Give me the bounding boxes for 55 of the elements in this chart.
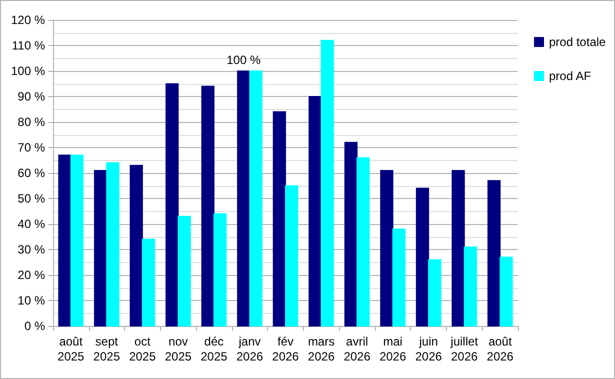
bar: [249, 70, 262, 326]
bar: [130, 164, 143, 326]
y-tick-label: 50 %: [18, 192, 46, 206]
y-tick-label: 110 %: [12, 38, 46, 52]
bar: [380, 170, 394, 326]
y-tick-label: 120 %: [10, 13, 46, 27]
annotation: 100 %: [226, 53, 261, 67]
y-tick-label: 0 %: [24, 319, 46, 333]
bar: [237, 70, 250, 326]
bar: [487, 180, 501, 326]
bar: [94, 170, 108, 326]
y-tick-label: 20 %: [18, 268, 46, 282]
bar: [213, 213, 227, 326]
bar: [356, 157, 370, 326]
bar: [452, 170, 465, 326]
bar: [58, 154, 72, 326]
bar: [428, 259, 442, 326]
x-tick-label: juillet 2026: [450, 334, 479, 364]
y-tick-label: 40 %: [18, 217, 46, 231]
x-tick-label: avril 2026: [344, 334, 371, 364]
legend-label: prod AF: [549, 69, 592, 83]
x-tick-label: fév 2026: [272, 334, 300, 364]
bar: [392, 228, 406, 326]
bar: [308, 96, 322, 326]
x-tick-label: mai 2026: [379, 334, 406, 364]
y-tick-label: 70 %: [18, 140, 46, 154]
y-tick-label: 100 %: [10, 64, 46, 78]
bar: [70, 154, 84, 326]
x-tick-label: juin 2026: [415, 334, 442, 364]
bar: [106, 162, 120, 326]
y-tick-label: 80 %: [18, 115, 46, 129]
x-tick-label: mars 2026: [308, 334, 335, 364]
bar: [320, 40, 334, 326]
bar: [166, 83, 179, 326]
x-tick-label: oct 2025: [129, 334, 156, 364]
x-tick-label: nov 2025: [164, 334, 192, 364]
x-tick-label: août 2025: [58, 334, 85, 364]
x-tick-label: août 2026: [486, 334, 514, 364]
x-tick-label: déc 2025: [200, 334, 228, 364]
y-tick-label: 30 %: [18, 242, 46, 256]
bar: [500, 256, 513, 326]
y-tick-label: 60 %: [18, 166, 46, 180]
y-tick-label: 90 %: [18, 90, 46, 104]
bar: [464, 246, 478, 326]
x-tick-label: janv 2026: [236, 334, 264, 364]
legend-label: prod totale: [549, 35, 606, 49]
x-tick-label: sept 2025: [93, 334, 120, 364]
bar: [142, 238, 156, 326]
bar: [272, 111, 286, 326]
bar: [201, 86, 214, 326]
bar: [344, 142, 358, 326]
bar: [416, 188, 430, 326]
bar: [178, 216, 191, 326]
y-tick-label: 10 %: [18, 294, 46, 308]
bar: [285, 185, 298, 326]
